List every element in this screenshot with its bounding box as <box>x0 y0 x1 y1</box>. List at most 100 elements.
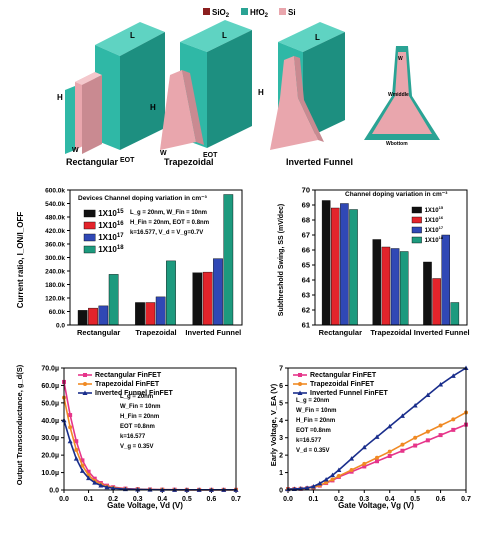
legend-swatch <box>411 206 422 214</box>
legend-marker <box>298 373 302 377</box>
data-point <box>104 484 110 490</box>
label-hfin: H <box>57 93 63 102</box>
data-point <box>362 461 367 466</box>
plot-frame <box>314 189 468 326</box>
data-point <box>323 477 329 482</box>
data-point <box>438 433 443 438</box>
y-tick-label: 61 <box>302 321 310 330</box>
data-point <box>400 442 405 447</box>
device-trapezoidal: L H W EOT Trapezoidal <box>150 20 252 167</box>
plot-frame <box>63 367 237 491</box>
data-point <box>413 435 418 440</box>
caption-rectangular: Rectangular <box>66 157 119 167</box>
legend-label: 1X1016 <box>425 215 444 224</box>
y-tick-label: 50.0µ <box>41 400 59 407</box>
data-point <box>451 417 456 422</box>
x-tick-label: Trapezoidal <box>370 328 411 337</box>
x-tick-label: 0.4 <box>157 496 167 503</box>
y-tick-label: 300.0k <box>45 255 65 262</box>
x-tick-label: 0.6 <box>207 496 217 503</box>
x-axis-label: Gate Voltage, Vd (V) <box>107 501 183 510</box>
data-point <box>68 413 73 418</box>
y-tick-label: 2 <box>279 453 283 460</box>
legend-swatch <box>83 245 96 254</box>
y-axis-label: Output Transconductance, g_d(S) <box>15 364 24 485</box>
data-point <box>387 454 392 459</box>
annotation: L_g = 20nm <box>120 394 153 400</box>
legend-superscript: 15 <box>439 205 444 210</box>
chart-legend: Devices Channel doping variation in cm⁻³ <box>78 195 208 202</box>
x-tick-label: 0.0 <box>283 496 293 503</box>
y-tick-label: 62 <box>302 306 310 315</box>
data-point <box>413 443 418 448</box>
annotation: H_Fin = 20nm <box>120 414 159 420</box>
annotation: k=16.577 <box>296 438 322 444</box>
data-point <box>147 487 153 492</box>
data-point <box>361 444 367 450</box>
plot-frame <box>287 367 467 491</box>
data-point <box>80 458 85 463</box>
data-point <box>110 485 116 491</box>
legend-superscript: 17 <box>117 233 124 239</box>
y-tick-label: 420.0k <box>45 228 65 235</box>
y-tick-label: 3 <box>279 435 283 442</box>
data-point <box>375 459 379 464</box>
legend-label: Inverted Funnel FinFET <box>310 390 389 397</box>
annotation: k=16.577, V_d = V_g=0.7V <box>130 230 203 236</box>
label-hfin: H <box>258 88 264 97</box>
data-point <box>336 467 342 472</box>
y-tick-label: 60.0k <box>49 309 66 316</box>
y-tick-label: 20.0µ <box>41 453 59 460</box>
legend-label-sio2: SiO2 <box>212 8 230 19</box>
legend-superscript: 17 <box>439 225 444 230</box>
x-tick-label: 0.7 <box>461 496 471 503</box>
label-wfin: W <box>160 150 167 157</box>
data-point <box>375 455 379 460</box>
y-tick-label: 600.0k <box>45 188 65 195</box>
y-tick-label: 30.0µ <box>41 435 59 442</box>
data-point <box>92 476 97 481</box>
legend-label: 1X1018 <box>98 245 124 254</box>
x-tick-label: Inverted Funnel <box>414 328 470 337</box>
data-point <box>67 438 73 444</box>
legend-swatch <box>411 216 422 224</box>
y-tick-label: 120.0k <box>45 296 65 303</box>
legend-label: 1X1017 <box>98 233 124 242</box>
device-illustrations: SiO2 HfO2 Si L H W EOT Rectangular L H W… <box>57 8 440 167</box>
annotation: EOT =0.8nm <box>120 424 155 430</box>
label-wbottom: Wbottom <box>386 141 408 147</box>
legend-swatch <box>83 221 96 230</box>
x-tick-label: Rectangular <box>77 328 120 337</box>
annotation: L_g = 20nm <box>296 398 329 404</box>
data-point <box>399 413 405 418</box>
x-tick-label: Rectangular <box>319 328 362 337</box>
legend-label: Rectangular FinFET <box>310 372 377 379</box>
y-tick-label: 180.0k <box>45 282 65 289</box>
annotation: H_Fin = 20nm <box>296 418 335 424</box>
data-point <box>425 438 430 443</box>
x-tick-label: 0.6 <box>436 496 446 503</box>
legend-swatch <box>411 236 422 244</box>
y-tick-label: 6 <box>279 383 283 390</box>
x-axis-label: Gate Voltage, Vg (V) <box>338 501 414 510</box>
legend-marker <box>298 382 302 386</box>
legend-superscript: 18 <box>117 245 124 251</box>
legend-superscript: 16 <box>439 215 444 220</box>
legend-marker <box>83 373 87 377</box>
y-tick-label: 70 <box>302 186 310 195</box>
x-tick-label: 0.5 <box>182 496 192 503</box>
caption-trapezoidal: Trapezoidal <box>164 157 214 167</box>
legend-marker <box>297 390 303 395</box>
label-lg: L <box>315 33 320 42</box>
x-tick-label: 0.5 <box>410 496 420 503</box>
annotation: k=16.577 <box>120 434 146 440</box>
x-tick-label: Trapezoidal <box>135 328 176 337</box>
chart-title: Channel doping variation in cm⁻³ <box>345 191 448 198</box>
data-point <box>450 373 456 378</box>
y-tick-label: 480.0k <box>45 215 65 222</box>
chart-annotations: L_g = 20nm, W_Fin = 10nm H_Fin = 20nm, E… <box>130 210 209 236</box>
chart-annotations: L_g = 20nm W_Fin = 10nm H_Fin = 20nm EOT… <box>296 398 337 454</box>
data-point <box>451 427 456 432</box>
legend-label-hfo2: HfO2 <box>250 8 269 19</box>
